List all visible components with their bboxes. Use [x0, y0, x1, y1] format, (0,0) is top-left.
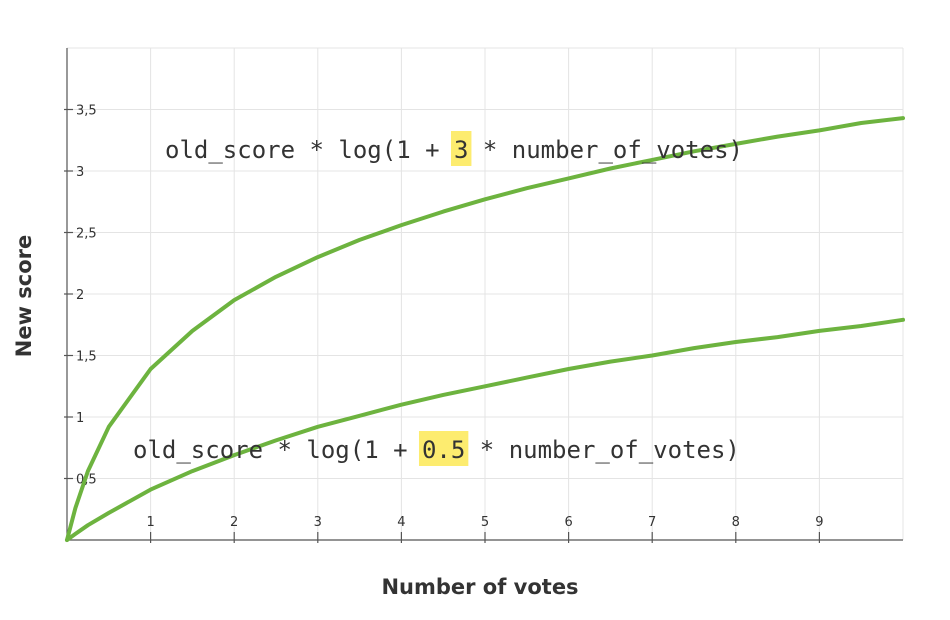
x-tick-label: 9 [815, 515, 823, 530]
x-tick-label: 2 [230, 515, 238, 530]
series-formula-1: old_score * log(1 + 3 * number_of_votes) [165, 131, 743, 166]
x-tick-label: 8 [732, 515, 740, 530]
x-axis-title: Number of votes [381, 575, 578, 599]
series-line-2 [65, 317, 905, 542]
y-tick-label: 1 [76, 411, 84, 426]
x-tick-label: 7 [648, 515, 656, 530]
formula-suffix: * number_of_votes) [468, 136, 743, 164]
y-tick-label: 1,5 [76, 350, 97, 365]
formula-prefix: old_score * log(1 + [133, 436, 422, 464]
x-tick-label: 3 [314, 515, 322, 530]
formula-suffix: * number_of_votes) [465, 436, 740, 464]
formula-text: old_score * log(1 + 3 * number_of_votes) [165, 136, 743, 164]
series-group [65, 116, 905, 542]
ticks: 0,511,522,533,51 2 3 4 5 6 7 8 9 [64, 104, 824, 543]
y-tick-label: 3,5 [76, 104, 97, 119]
annotations: old_score * log(1 + 3 * number_of_votes)… [133, 131, 743, 466]
y-tick-label: 2,5 [76, 227, 97, 242]
formula-highlight: 3 [454, 136, 468, 164]
y-tick-label: 2 [76, 288, 84, 303]
highlight-box [450, 131, 472, 166]
y-tick-label: 3 [76, 165, 84, 180]
formula-prefix: old_score * log(1 + [165, 136, 454, 164]
y-axis-title: New score [12, 235, 36, 358]
series-formula-2: old_score * log(1 + 0.5 * number_of_vote… [133, 431, 740, 466]
series-line-1 [65, 116, 905, 542]
x-tick-label: 5 [481, 515, 489, 530]
formula-highlight: 0.5 [422, 436, 465, 464]
highlight-box [418, 431, 469, 466]
x-tick-label: 6 [564, 515, 572, 530]
formula-text: old_score * log(1 + 0.5 * number_of_vote… [133, 436, 740, 464]
x-tick-label: 4 [397, 515, 405, 530]
x-tick-label: 1 [146, 515, 154, 530]
